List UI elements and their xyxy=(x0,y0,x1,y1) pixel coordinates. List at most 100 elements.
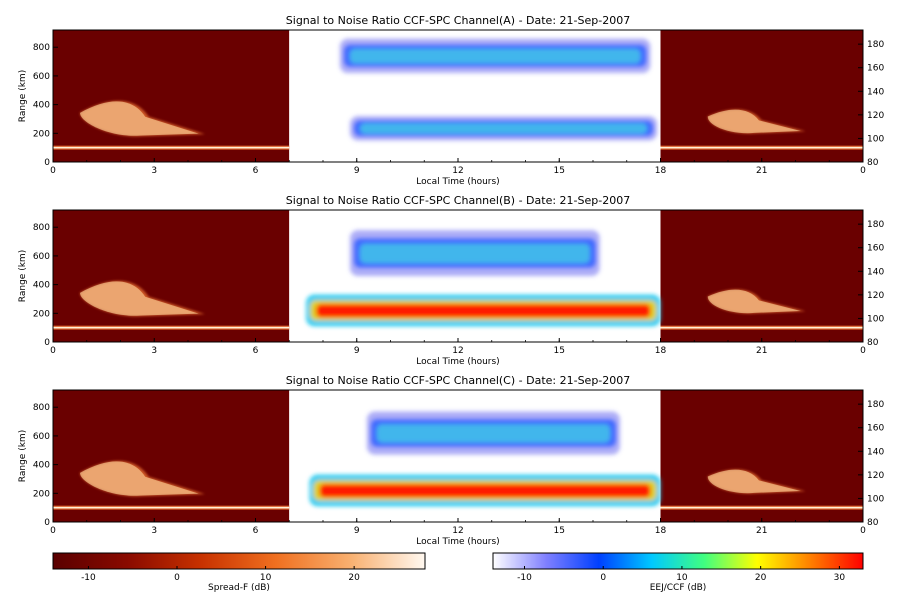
x-tick-label: 9 xyxy=(354,526,360,536)
y-right-tick-label: 100 xyxy=(867,314,884,324)
colorbar-tick-label: 0 xyxy=(174,573,180,583)
y-right-tick-label: 120 xyxy=(867,111,884,121)
x-tick-label: 3 xyxy=(151,526,157,536)
day-echo-core xyxy=(349,48,641,64)
panel-c: Signal to Noise Ratio CCF-SPC Channel(C)… xyxy=(18,374,884,547)
panel-title: Signal to Noise Ratio CCF-SPC Channel(A)… xyxy=(286,14,630,27)
y-right-tick-label: 100 xyxy=(867,134,884,144)
y-right-tick-label: 140 xyxy=(867,447,884,457)
x-tick-label: 12 xyxy=(452,346,463,356)
y-left-tick-label: 200 xyxy=(33,309,50,319)
x-tick-label: 18 xyxy=(655,346,667,356)
y-right-tick-label: 80 xyxy=(867,158,879,168)
y-left-tick-label: 800 xyxy=(33,43,50,53)
x-axis-label: Local Time (hours) xyxy=(416,177,499,187)
x-tick-label: 12 xyxy=(452,166,463,176)
night-layer-core xyxy=(660,326,863,329)
colorbar-tick-label: 30 xyxy=(834,573,846,583)
y-right-tick-label: 180 xyxy=(867,40,884,50)
night-layer-core xyxy=(53,326,290,329)
x-tick-label: 0 xyxy=(860,166,866,176)
colorbar-fill xyxy=(492,552,864,570)
y-right-tick-label: 80 xyxy=(867,338,879,348)
x-tick-label: 21 xyxy=(756,346,767,356)
day-echo-core xyxy=(360,243,590,264)
y-left-tick-label: 200 xyxy=(33,129,50,139)
y-left-tick-label: 0 xyxy=(44,338,50,348)
panels: Signal to Noise Ratio CCF-SPC Channel(A)… xyxy=(18,14,884,547)
y-axis-label: Range (km) xyxy=(18,430,28,482)
panel-b: Signal to Noise Ratio CCF-SPC Channel(B)… xyxy=(18,194,884,367)
night-window xyxy=(53,30,290,162)
colorbar-tick-label: 20 xyxy=(348,573,360,583)
x-tick-label: 6 xyxy=(253,526,259,536)
night-layer-core xyxy=(660,506,863,509)
y-right-tick-label: 100 xyxy=(867,494,884,504)
y-left-tick-label: 600 xyxy=(33,72,50,82)
y-left-tick-label: 0 xyxy=(44,158,50,168)
spread-f-core xyxy=(80,101,199,136)
x-tick-label: 12 xyxy=(452,526,463,536)
day-echo xyxy=(350,116,658,141)
colorbars: -10 0 10 20 Spread-F (dB) -10 0 10 20 30 EEJ/CCF (… xyxy=(52,552,864,593)
x-tick-label: 0 xyxy=(860,526,866,536)
y-left-tick-label: 400 xyxy=(33,461,50,471)
y-left-tick-label: 0 xyxy=(44,518,50,528)
y-axis-label: Range (km) xyxy=(18,250,28,302)
colorbar-label: Spread-F (dB) xyxy=(208,583,270,593)
night-layer-core xyxy=(53,506,290,509)
x-tick-label: 18 xyxy=(655,166,667,176)
colorbar-tick-label: 10 xyxy=(676,573,688,583)
colorbar-tick-label: 10 xyxy=(260,573,272,583)
night-window xyxy=(53,390,290,522)
night-layer-core xyxy=(53,146,290,149)
y-right-tick-label: 120 xyxy=(867,291,884,301)
y-left-tick-label: 200 xyxy=(33,489,50,499)
spread-f-core xyxy=(707,109,801,134)
x-tick-label: 0 xyxy=(50,346,56,356)
y-right-tick-label: 180 xyxy=(867,220,884,230)
y-left-tick-label: 400 xyxy=(33,101,50,111)
y-left-tick-label: 800 xyxy=(33,403,50,413)
x-tick-label: 6 xyxy=(253,346,259,356)
x-tick-label: 21 xyxy=(756,526,767,536)
panel-title: Signal to Noise Ratio CCF-SPC Channel(B)… xyxy=(286,194,630,207)
panel-a: Signal to Noise Ratio CCF-SPC Channel(A)… xyxy=(18,14,884,187)
x-axis-label: Local Time (hours) xyxy=(416,357,499,367)
spread-f-core xyxy=(707,289,801,314)
day-echo-core xyxy=(319,484,651,498)
y-right-tick-label: 160 xyxy=(867,244,884,254)
colorbar-tick-label: -10 xyxy=(517,573,532,583)
x-tick-label: 0 xyxy=(860,346,866,356)
x-tick-label: 6 xyxy=(253,166,259,176)
day-echo-core xyxy=(376,424,610,443)
y-right-tick-label: 180 xyxy=(867,400,884,410)
spread-f-core xyxy=(80,461,199,496)
colorbar-label: EEJ/CCF (dB) xyxy=(650,583,707,593)
colorbar-spread-f: -10 0 10 20 Spread-F (dB) xyxy=(52,552,426,593)
y-right-tick-label: 160 xyxy=(867,64,884,74)
x-tick-label: 9 xyxy=(354,166,360,176)
x-tick-label: 15 xyxy=(554,166,565,176)
day-echo xyxy=(309,474,661,507)
y-left-tick-label: 600 xyxy=(33,432,50,442)
x-tick-label: 15 xyxy=(554,526,565,536)
day-echo xyxy=(366,411,620,455)
night-window xyxy=(660,30,863,162)
y-left-tick-label: 600 xyxy=(33,252,50,262)
x-tick-label: 0 xyxy=(50,166,56,176)
day-echo xyxy=(350,230,600,276)
night-window xyxy=(53,210,290,342)
panel-title: Signal to Noise Ratio CCF-SPC Channel(C)… xyxy=(286,374,631,387)
x-tick-label: 15 xyxy=(554,346,565,356)
y-right-tick-label: 140 xyxy=(867,87,884,97)
y-right-tick-label: 120 xyxy=(867,471,884,481)
x-tick-label: 9 xyxy=(354,346,360,356)
spread-f-core xyxy=(80,281,199,316)
x-tick-label: 18 xyxy=(655,526,667,536)
y-right-tick-label: 140 xyxy=(867,267,884,277)
colorbar-eej-ccf: -10 0 10 20 30 EEJ/CCF (dB) xyxy=(492,552,864,593)
y-axis-label: Range (km) xyxy=(18,70,28,122)
x-axis-label: Local Time (hours) xyxy=(416,537,499,547)
day-echo xyxy=(339,38,651,74)
